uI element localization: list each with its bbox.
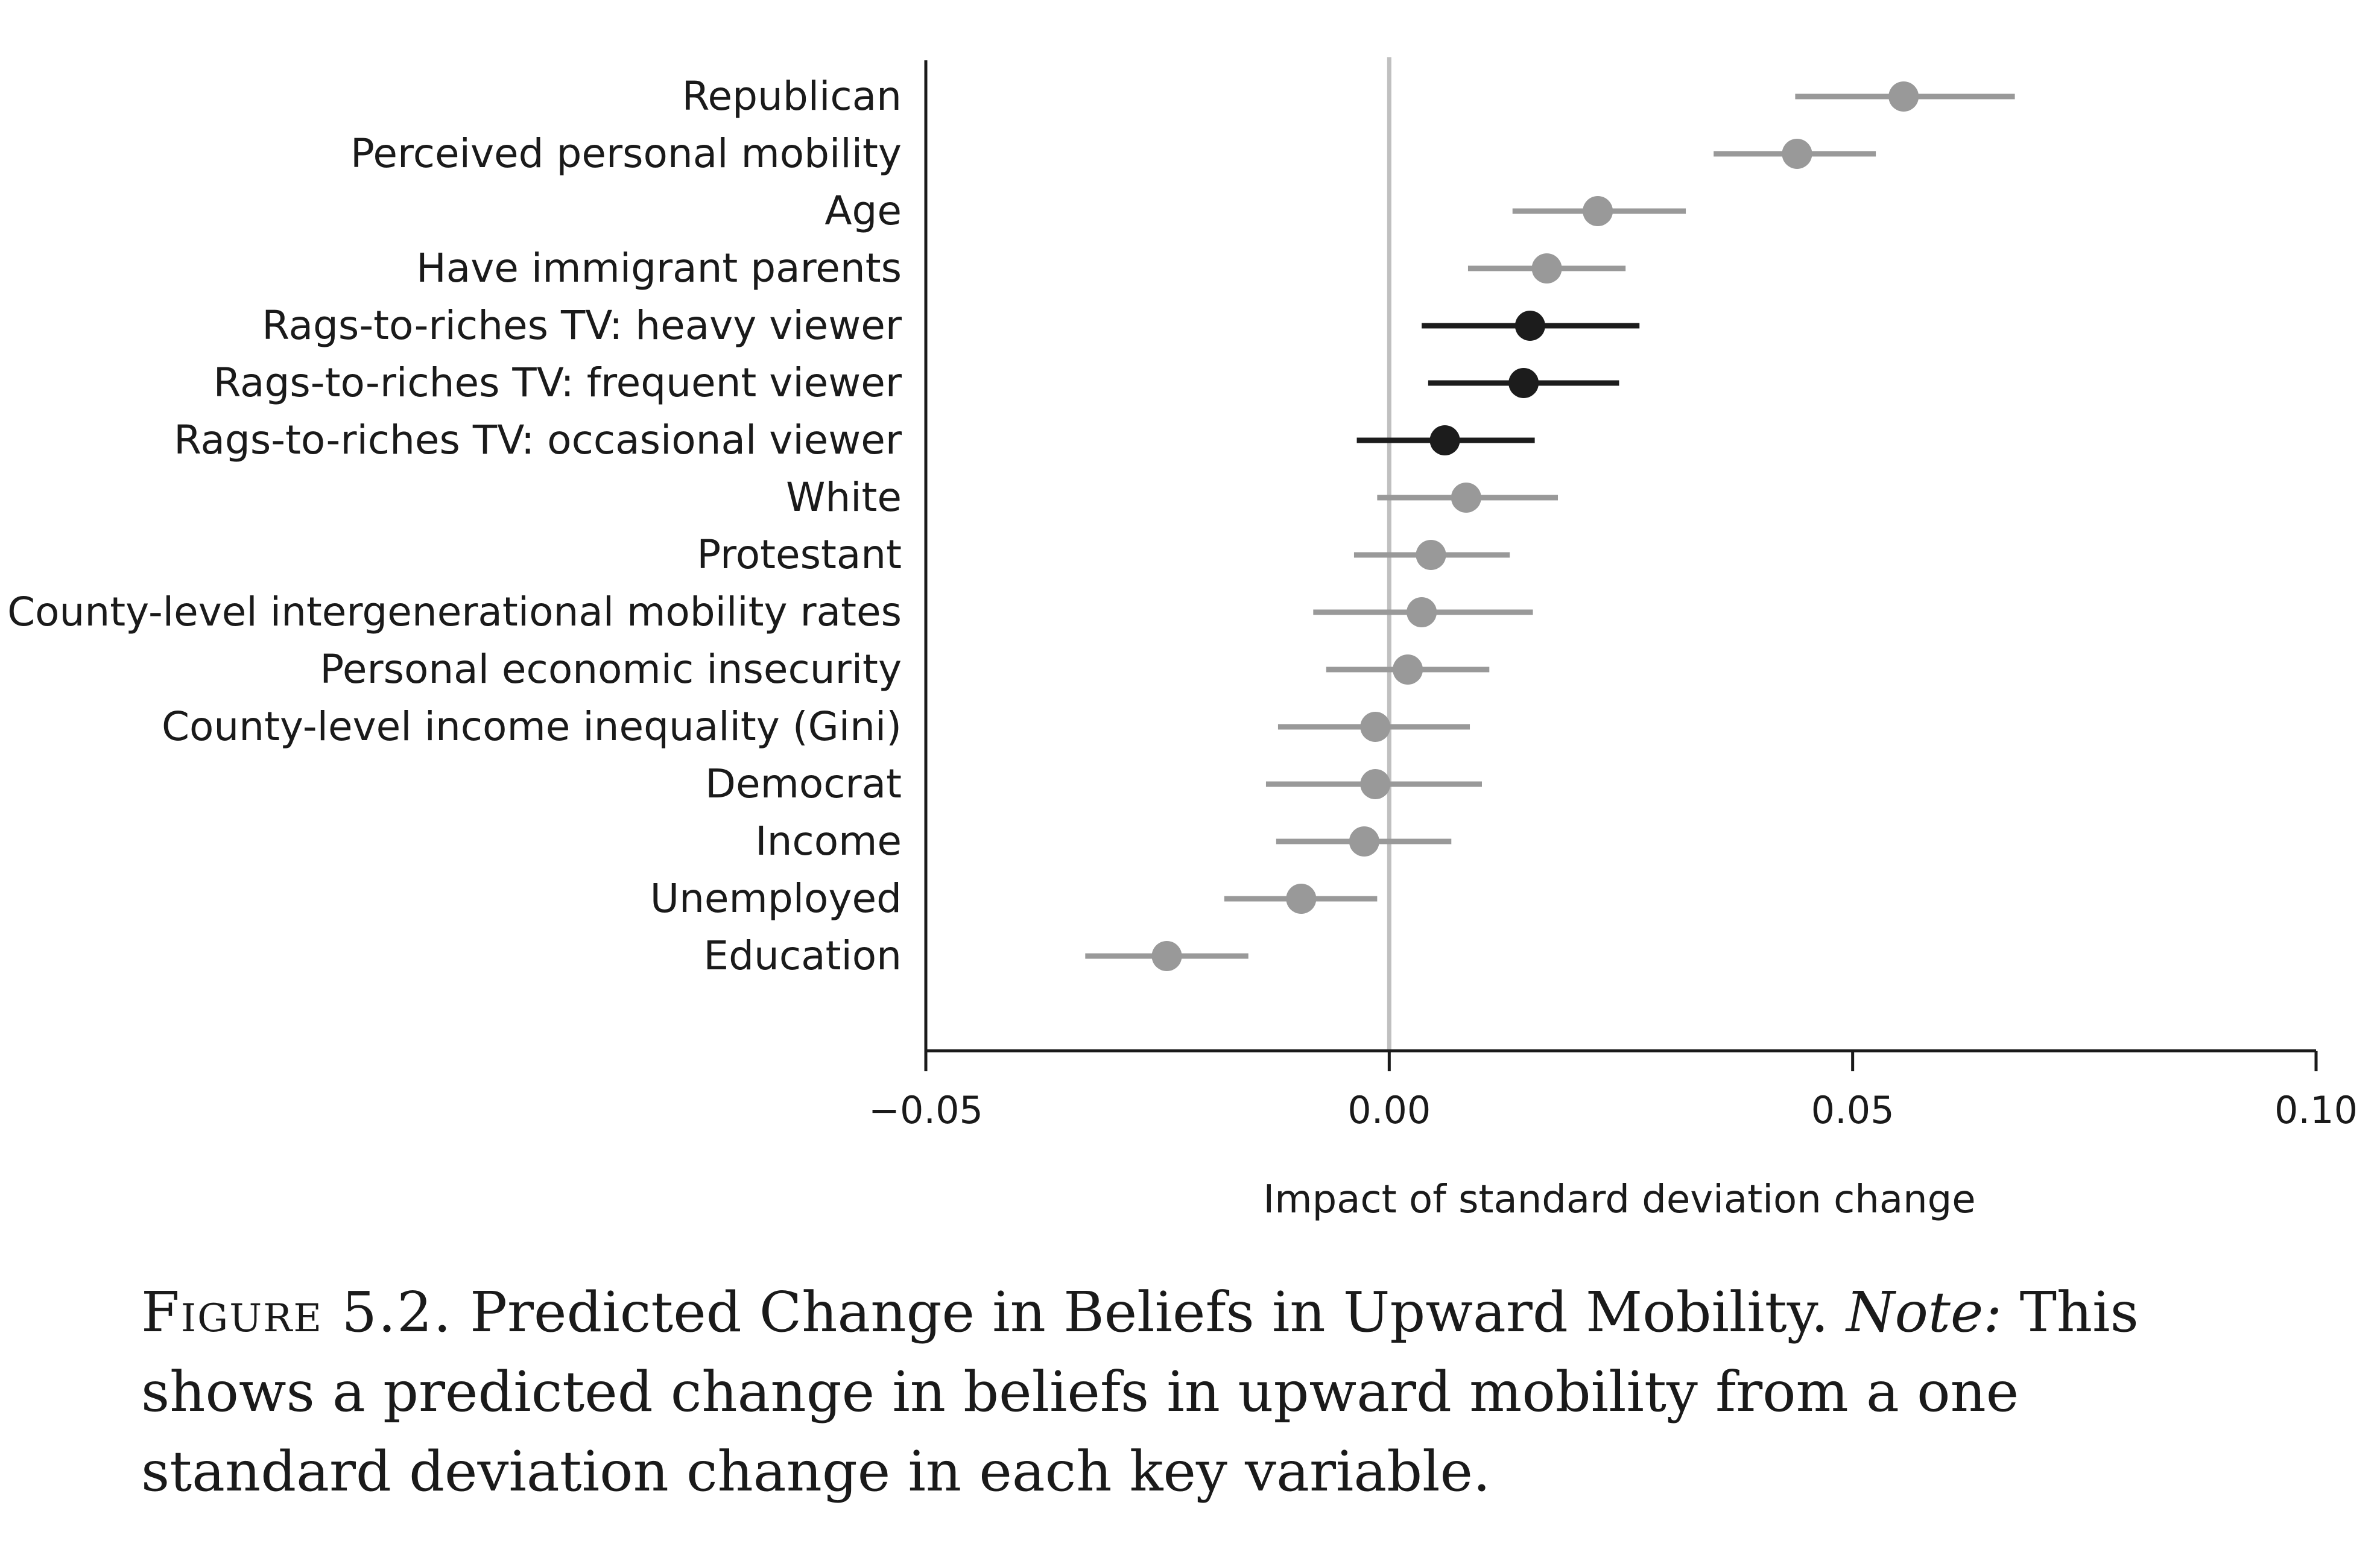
point-estimate: [1782, 139, 1812, 169]
x-tick-label: −0.05: [869, 1088, 983, 1132]
point-estimate: [1360, 769, 1391, 799]
point-estimate: [1393, 654, 1423, 685]
note-text: This shows a predicted change in beliefs…: [141, 1280, 2139, 1504]
point-estimate: [1286, 884, 1317, 914]
category-label: Age: [824, 188, 902, 234]
category-label: Income: [755, 818, 902, 864]
category-label: Personal economic insecurity: [320, 646, 902, 692]
category-label: Have immigrant parents: [416, 245, 902, 291]
point-estimate: [1407, 597, 1437, 627]
point-estimate: [1583, 196, 1613, 226]
x-tick-label: 0.05: [1811, 1088, 1894, 1132]
category-label: Perceived personal mobility: [350, 130, 902, 177]
point-estimate: [1416, 540, 1446, 570]
figure-label: Figure 5.2.: [141, 1280, 452, 1345]
figure-caption: Figure 5.2. Predicted Change in Beliefs …: [141, 1273, 2252, 1512]
category-label: Rags-to-riches TV: heavy viewer: [262, 302, 902, 349]
point-estimate: [1508, 368, 1539, 398]
point-estimate: [1349, 826, 1379, 857]
category-label: Rags-to-riches TV: frequent viewer: [214, 359, 902, 406]
point-estimate: [1151, 941, 1182, 971]
plot-area: −0.05 0.00 0.05 0.10 Impact of standard devi…: [7, 57, 2358, 1222]
chart: −0.05 0.00 0.05 0.10 Impact of standard devi…: [7, 57, 2358, 1222]
category-label: Republican: [682, 73, 902, 119]
point-estimate: [1451, 483, 1481, 513]
x-tick-label: 0.00: [1347, 1088, 1431, 1132]
point-estimate: [1360, 712, 1391, 742]
x-axis-title: Impact of standard deviation change: [1263, 1177, 1975, 1222]
point-estimate: [1429, 425, 1460, 455]
category-label: Education: [703, 933, 902, 979]
category-label: Rags-to-riches TV: occasional viewer: [174, 417, 902, 463]
category-label: Protestant: [697, 531, 902, 578]
point-estimate: [1531, 253, 1562, 283]
category-label: County-level intergenerational mobility …: [7, 589, 902, 635]
category-label: County-level income inequality (Gini): [162, 703, 902, 750]
point-estimate: [1514, 311, 1545, 341]
figure-title: Predicted Change in Beliefs in Upward Mo…: [470, 1280, 1829, 1345]
category-label: Unemployed: [650, 875, 902, 922]
note-label: Note:: [1846, 1280, 2002, 1345]
category-label: White: [786, 474, 902, 521]
x-tick-label: 0.10: [2274, 1088, 2358, 1132]
category-label: Democrat: [705, 761, 902, 807]
point-estimate: [1888, 81, 1919, 112]
